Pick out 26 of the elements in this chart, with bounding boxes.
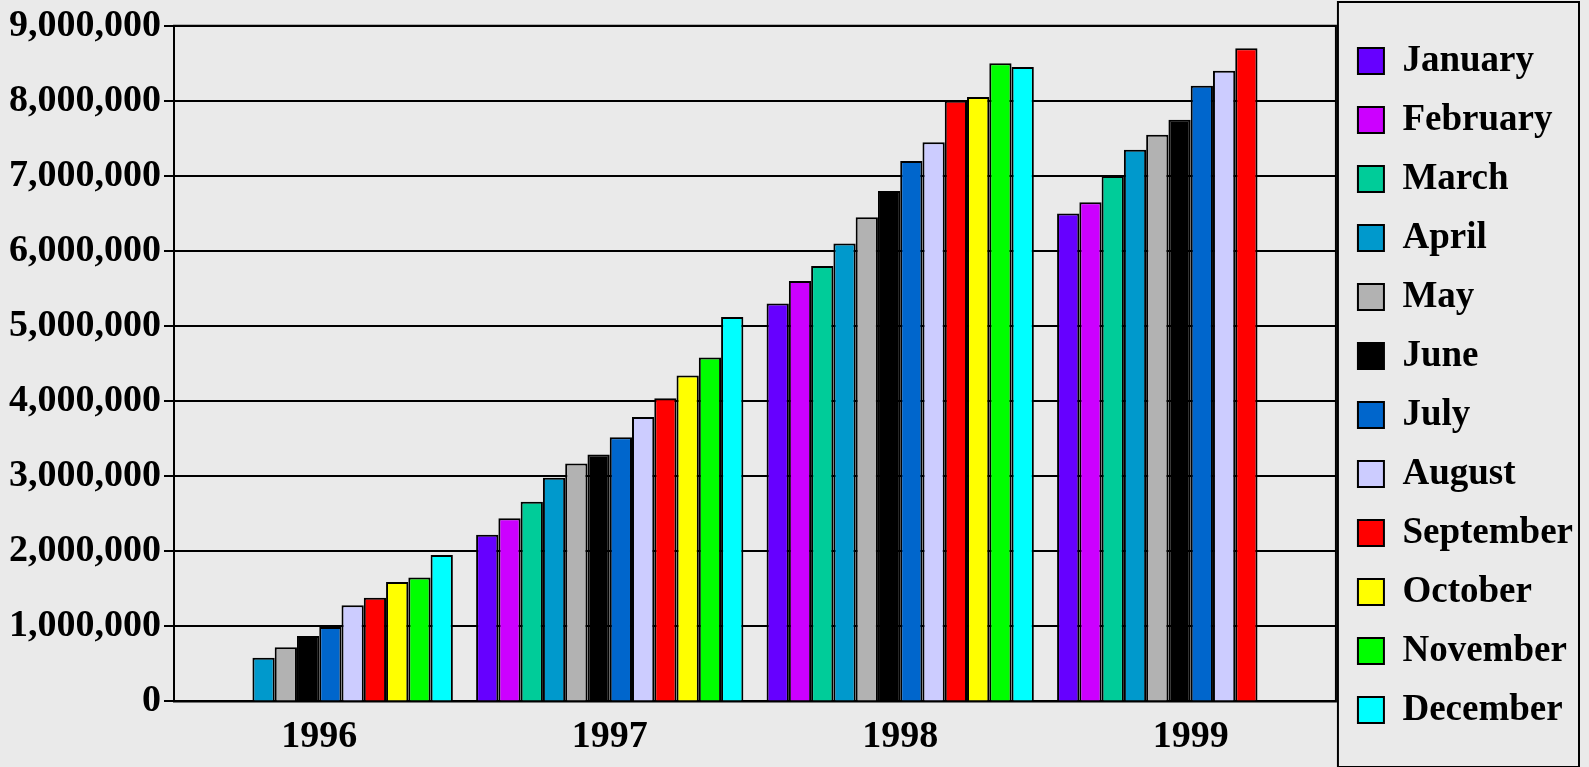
legend-label: September xyxy=(1402,509,1574,551)
legend-label: August xyxy=(1402,450,1517,492)
y-tick-label: 4,000,000 xyxy=(9,376,161,419)
legend-label: March xyxy=(1402,155,1510,197)
legend-label: October xyxy=(1402,568,1532,610)
y-tick-label: 0 xyxy=(142,677,161,720)
y-tick-label: 5,000,000 xyxy=(9,301,161,344)
y-tick-label: 6,000,000 xyxy=(9,226,161,269)
legend-label: December xyxy=(1402,686,1563,728)
legend-label: July xyxy=(1402,391,1471,433)
x-tick-label: 1997 xyxy=(571,713,648,756)
y-tick-label: 9,000,000 xyxy=(9,1,161,44)
legend-label: February xyxy=(1402,96,1553,138)
legend-label: November xyxy=(1402,627,1567,669)
legend-label: May xyxy=(1402,273,1475,315)
y-tick-label: 1,000,000 xyxy=(9,602,161,645)
x-tick-label: 1999 xyxy=(1152,713,1229,756)
y-tick-label: 7,000,000 xyxy=(9,151,161,194)
legend-label: January xyxy=(1402,37,1535,79)
legend-label: June xyxy=(1402,332,1479,374)
y-tick-label: 8,000,000 xyxy=(9,76,161,119)
x-tick-label: 1998 xyxy=(862,713,939,756)
x-tick-label: 1996 xyxy=(281,713,358,756)
legend-label: April xyxy=(1402,214,1487,256)
y-tick-label: 2,000,000 xyxy=(9,527,161,570)
y-tick-label: 3,000,000 xyxy=(9,452,161,495)
